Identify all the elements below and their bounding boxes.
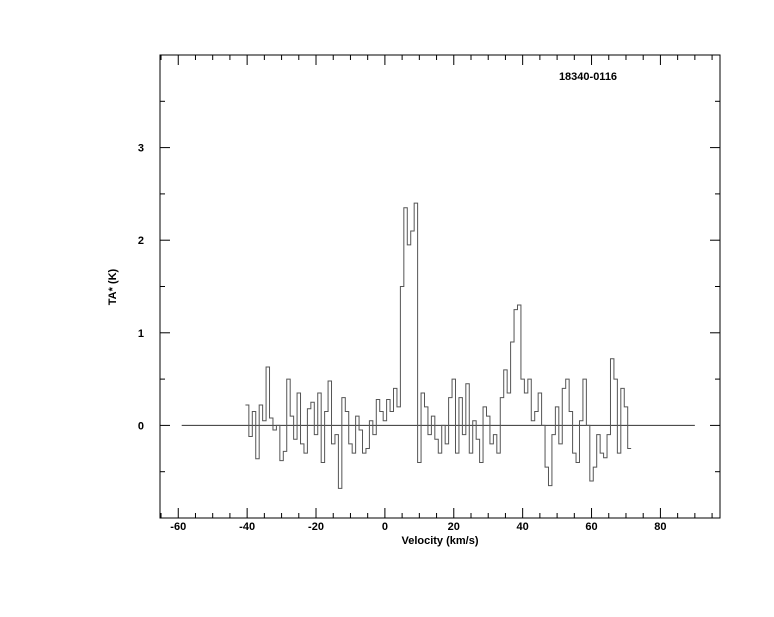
chart-title: 18340-0116 (559, 71, 617, 83)
x-tick-label: 40 (517, 521, 529, 533)
x-tick-label: 60 (585, 521, 597, 533)
plot-frame (159, 54, 721, 519)
spectrum-line (245, 202, 632, 489)
x-axis-label: Velocity (km/s) (401, 535, 478, 547)
x-tick-label: -40 (239, 521, 255, 533)
axis-ticks (160, 54, 720, 519)
y-tick-label: 3 (138, 143, 144, 155)
y-tick-label: 2 (138, 235, 144, 247)
y-axis-label: TA* (K) (107, 268, 119, 305)
x-tick-label: -60 (170, 521, 186, 533)
tick-labels: -60 -40 -20 0 20 40 60 80 0 1 2 3 (138, 143, 667, 533)
y-tick-label: 0 (138, 420, 144, 432)
x-tick-label: 80 (654, 521, 666, 533)
x-tick-label: 0 (382, 521, 388, 533)
x-tick-label: -20 (308, 521, 324, 533)
x-tick-label: 20 (448, 521, 460, 533)
y-tick-label: 1 (138, 328, 144, 340)
